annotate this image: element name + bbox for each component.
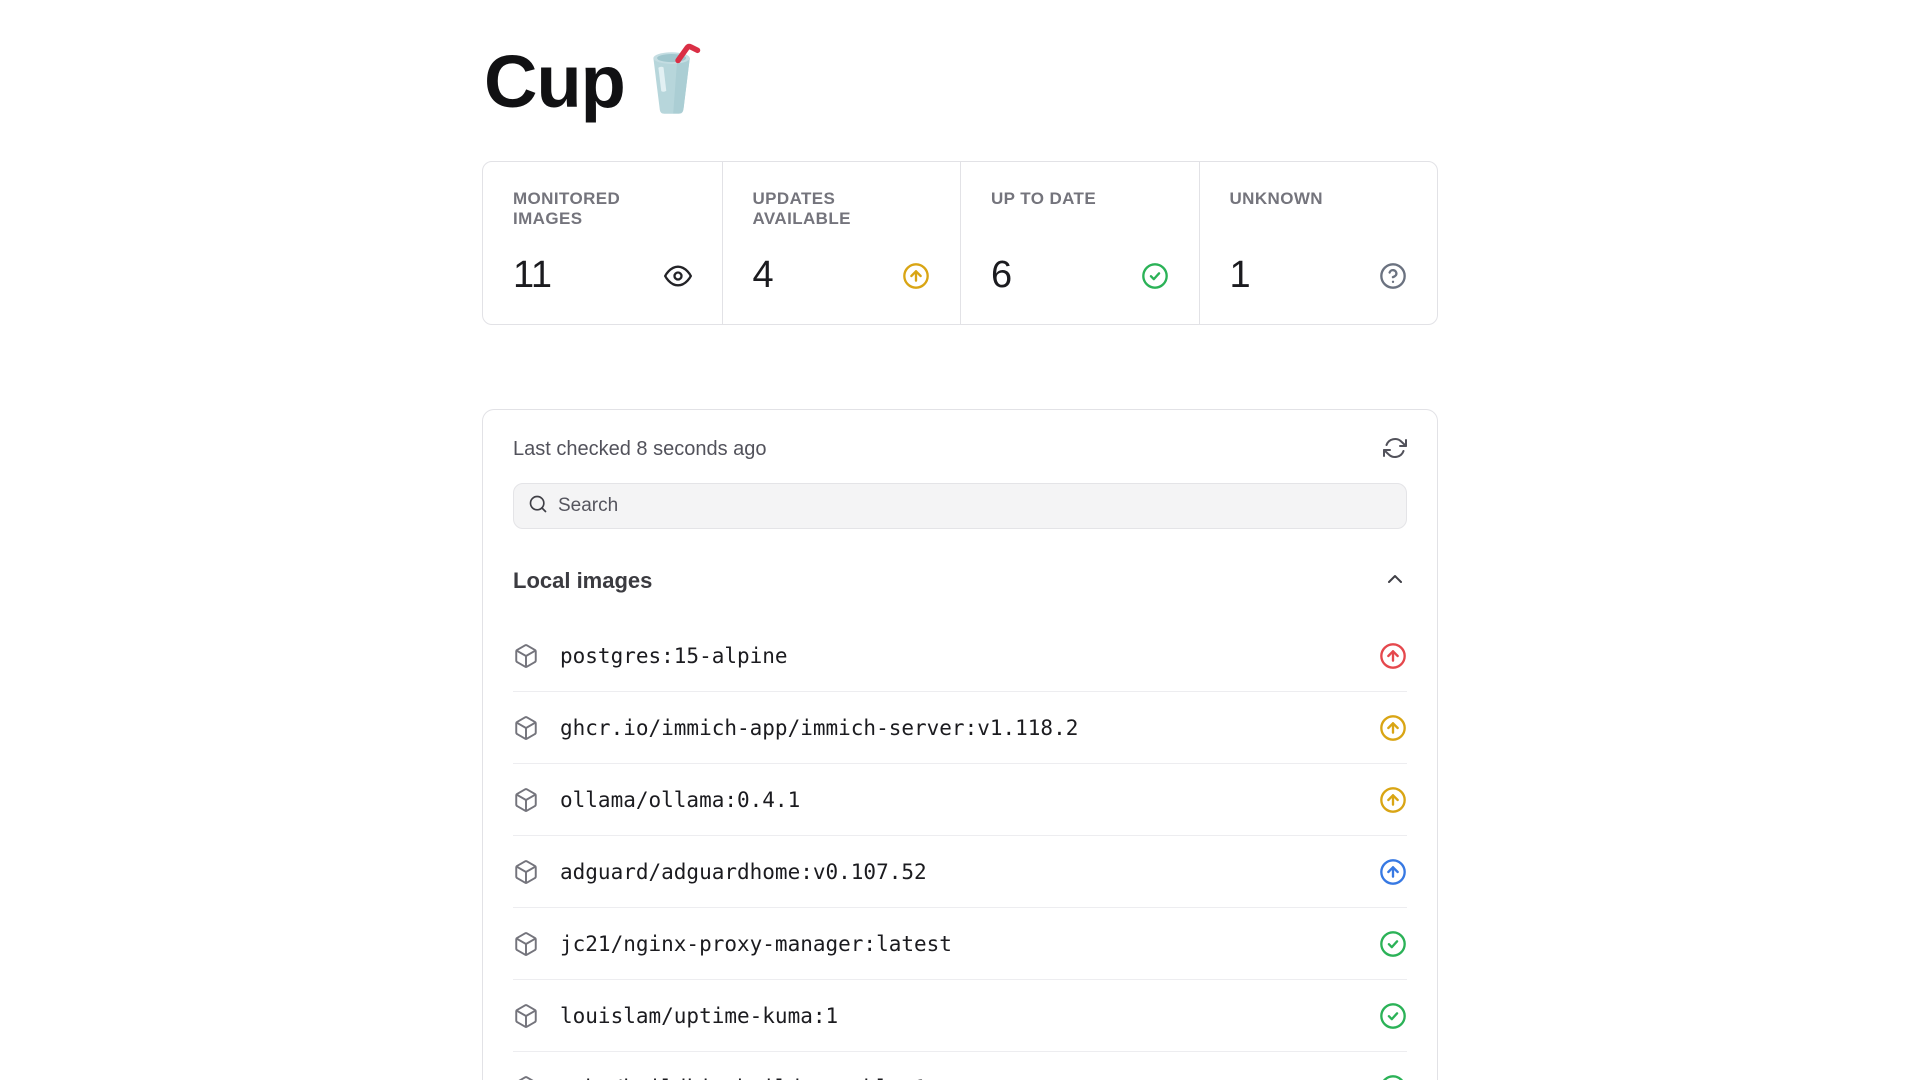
up-to-date-icon	[1379, 1074, 1407, 1080]
page-header: Cup	[484, 34, 1438, 130]
stats-summary: MONITORED IMAGES 11 UPDATES AVAILABLE 4 …	[482, 161, 1438, 325]
cup-with-straw-emoji-icon	[653, 43, 701, 114]
check-circle-icon	[1141, 262, 1169, 290]
image-name: jc21/nginx-proxy-manager:latest	[560, 931, 952, 956]
refresh-icon	[1383, 436, 1407, 463]
image-name: postgres:15-alpine	[560, 643, 788, 668]
page-title: Cup	[484, 40, 626, 123]
image-row[interactable]: jc21/nginx-proxy-manager:latest	[513, 908, 1407, 980]
chevron-up-icon	[1383, 567, 1407, 594]
box-icon	[513, 1003, 539, 1029]
box-icon	[513, 931, 539, 957]
search-input[interactable]	[558, 495, 1392, 517]
up-to-date-icon	[1379, 1002, 1407, 1030]
image-list: postgres:15-alpine ghcr.io/immich-app/im…	[513, 620, 1407, 1080]
stat-updates-available: UPDATES AVAILABLE 4	[721, 162, 961, 324]
page-container: Cup MONITORED IMAGES 11 UPDATES AVAILABL…	[482, 0, 1438, 1080]
stat-value: 4	[752, 254, 774, 296]
up-to-date-icon	[1379, 930, 1407, 958]
search-icon	[528, 494, 548, 519]
eye-icon	[663, 262, 692, 290]
image-name: ollama/ollama:0.4.1	[560, 787, 801, 812]
box-icon	[513, 715, 539, 741]
stat-label: UNKNOWN	[1229, 189, 1323, 208]
stat-value: 1	[1229, 254, 1251, 296]
stat-label: UP TO DATE	[991, 189, 1097, 208]
image-row[interactable]: moby/buildkit:buildx-stable-1	[513, 1052, 1407, 1080]
refresh-button[interactable]	[1383, 436, 1407, 463]
stat-label: UPDATES AVAILABLE	[752, 189, 851, 228]
stat-monitored-images: MONITORED IMAGES 11	[483, 162, 722, 324]
box-icon	[513, 859, 539, 885]
image-row[interactable]: ghcr.io/immich-app/immich-server:v1.118.…	[513, 692, 1407, 764]
stat-unknown: UNKNOWN 1	[1198, 162, 1438, 324]
image-row[interactable]: postgres:15-alpine	[513, 620, 1407, 692]
image-name: adguard/adguardhome:v0.107.52	[560, 859, 927, 884]
stat-label: MONITORED IMAGES	[513, 189, 621, 228]
image-name: louislam/uptime-kuma:1	[560, 1003, 839, 1028]
image-name: moby/buildkit:buildx-stable-1	[560, 1076, 927, 1080]
update-available-icon	[1379, 714, 1407, 742]
images-panel: Last checked 8 seconds ago Local images …	[482, 409, 1438, 1080]
help-circle-icon	[1379, 262, 1407, 290]
image-row[interactable]: adguard/adguardhome:v0.107.52	[513, 836, 1407, 908]
box-icon	[513, 643, 539, 669]
local-images-heading: Local images	[513, 567, 653, 593]
arrow-up-circle-icon	[902, 262, 930, 290]
box-icon	[513, 1075, 539, 1080]
update-available-icon	[1379, 642, 1407, 670]
image-row[interactable]: louislam/uptime-kuma:1	[513, 980, 1407, 1052]
image-name: ghcr.io/immich-app/immich-server:v1.118.…	[560, 715, 1079, 740]
stat-up-to-date: UP TO DATE 6	[960, 162, 1199, 324]
image-row[interactable]: ollama/ollama:0.4.1	[513, 764, 1407, 836]
stat-value: 11	[513, 254, 552, 296]
search-bar[interactable]	[513, 483, 1407, 529]
collapse-section-button[interactable]	[1383, 567, 1407, 594]
box-icon	[513, 787, 539, 813]
stat-value: 6	[991, 254, 1012, 296]
update-available-icon	[1379, 786, 1407, 814]
last-checked-text: Last checked 8 seconds ago	[513, 438, 767, 460]
update-available-icon	[1379, 858, 1407, 886]
